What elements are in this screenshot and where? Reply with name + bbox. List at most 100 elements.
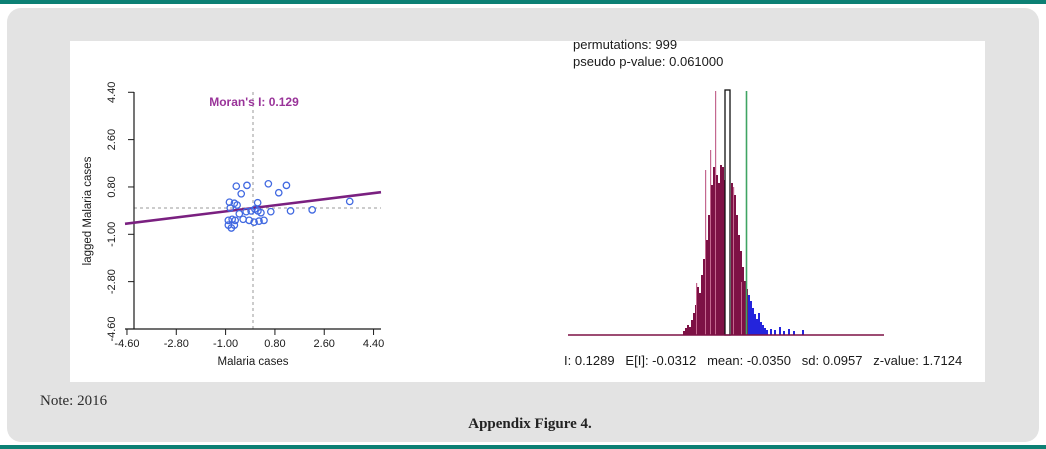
histogram-bar — [752, 308, 754, 335]
histogram-bar — [779, 327, 781, 335]
histogram-bar — [711, 185, 713, 335]
moran-scatter-plot: -4.60-4.60 -2.80 -2.80 -1.00 -1.00 0.80 0.80 2.… — [82, 82, 384, 368]
y-tick-label: -1.00 — [106, 222, 118, 247]
permutation-histogram — [568, 89, 884, 336]
histogram-bar — [756, 319, 758, 335]
histogram-bar — [793, 331, 795, 335]
scatter-point — [231, 216, 240, 225]
y-axis-label: lagged Malaria cases — [82, 156, 94, 265]
scatter-point — [237, 189, 246, 198]
histogram-bar — [708, 215, 710, 335]
histogram-bar — [750, 301, 752, 335]
histogram-bar — [762, 325, 764, 335]
histogram-stats-line: I: 0.1289 E[I]: -0.0312 mean: -0.0350 sd… — [564, 353, 963, 368]
histogram-bar — [764, 328, 766, 335]
plot-white-area: -4.60 -4.60 -2.80 -2.80 -1.00 -1.00 0.80 0.80 2.… — [70, 37, 985, 382]
histogram-bar — [738, 235, 740, 335]
scatter-point — [243, 181, 251, 190]
scatter-point — [257, 208, 265, 217]
histogram-bar — [754, 314, 756, 335]
scatter-point — [245, 216, 254, 225]
figure-canvas: -4.60-4.60 -2.80 -2.80 -1.00 -1.00 0.80 0.80 2.… — [82, 82, 884, 368]
histogram-bar — [713, 167, 715, 335]
y-tick-label: 2.60 — [106, 129, 118, 150]
histogram-bar — [697, 287, 699, 335]
scatter-point — [286, 207, 295, 215]
histogram-bar — [720, 165, 722, 335]
histogram-bar — [802, 330, 804, 335]
scatter-point — [282, 181, 291, 190]
x-tick-label: -4.60 — [114, 338, 139, 350]
x-tick-label: 4.40 — [363, 338, 384, 350]
scatter-point — [232, 182, 241, 191]
histogram-bar — [718, 183, 720, 335]
histogram-bar — [691, 320, 693, 335]
histogram-bar — [689, 327, 691, 335]
histogram-bar — [741, 282, 743, 335]
histogram-bar — [736, 215, 738, 335]
histogram-bar — [687, 325, 689, 335]
scatter-point — [250, 218, 258, 227]
histogram-bar — [734, 195, 736, 335]
histogram-bar — [693, 313, 695, 335]
y-tick-label: -4.60 — [106, 316, 118, 341]
histogram-bar — [783, 331, 785, 335]
scatter-point — [260, 216, 268, 225]
x-tick-label: 2.60 — [314, 338, 335, 350]
scatter-point — [345, 197, 354, 206]
histogram-bar — [683, 331, 685, 335]
scatter-point — [253, 198, 262, 207]
scatter-point — [274, 188, 283, 197]
histogram-bar — [722, 167, 724, 335]
histogram-bar — [685, 328, 687, 335]
x-tick-label: -2.80 — [164, 338, 189, 350]
x-tick-label: -1.00 — [213, 338, 238, 350]
scatter-point — [255, 217, 263, 225]
histogram-bar — [766, 330, 768, 335]
histogram-bar — [744, 281, 746, 335]
histogram-bar — [715, 91, 717, 335]
scatter-point — [242, 207, 250, 216]
figure-caption: Appendix Figure 4. — [468, 416, 592, 432]
histogram-bar — [733, 187, 735, 335]
scatter-point — [266, 207, 275, 216]
top-teal-border — [0, 0, 1046, 4]
histogram-bar — [742, 267, 744, 335]
histogram-bar — [701, 275, 703, 335]
gray-panel: -4.60 -4.60 -2.80 -2.80 -1.00 -1.00 0.80 0.80 2.… — [7, 8, 1039, 442]
moran-scatter-title: Moran's I: 0.129 — [209, 95, 299, 109]
histogram-bar — [758, 313, 760, 335]
y-tick-label: -2.80 — [106, 269, 118, 294]
histogram-bar — [710, 150, 712, 335]
histogram-bar — [705, 170, 707, 335]
scatter-points — [224, 179, 354, 232]
scatter-point — [235, 209, 244, 218]
histogram-bar — [731, 183, 733, 335]
figure-note: Note: 2016 — [40, 393, 108, 409]
histogram-bar — [716, 175, 718, 335]
pseudo-pvalue-label: pseudo p-value: 0.061000 — [573, 54, 724, 69]
scatter-point — [308, 205, 317, 214]
bottom-teal-border — [0, 445, 1046, 449]
histogram-bar — [760, 322, 762, 335]
histogram-bar — [788, 329, 790, 335]
histogram-bar — [699, 293, 701, 335]
scatter-point — [264, 179, 273, 188]
histogram-bar — [748, 295, 750, 335]
x-axis-label: Malaria cases — [218, 356, 289, 368]
histogram-bar — [703, 259, 705, 335]
y-tick-label: 0.80 — [106, 176, 118, 197]
scatter-point — [239, 215, 247, 224]
scatter-point — [227, 224, 236, 232]
y-tick-label: 4.40 — [106, 82, 118, 103]
black-marker-bar — [724, 89, 731, 336]
permutations-label: permutations: 999 — [573, 37, 678, 52]
histogram-bar — [696, 283, 698, 335]
x-tick-label: 0.80 — [264, 338, 285, 350]
scatter-point — [226, 204, 235, 212]
scatter-point — [233, 201, 241, 209]
histogram-bar — [706, 240, 708, 335]
histogram-bar — [770, 329, 772, 335]
histogram-bar — [774, 330, 776, 335]
